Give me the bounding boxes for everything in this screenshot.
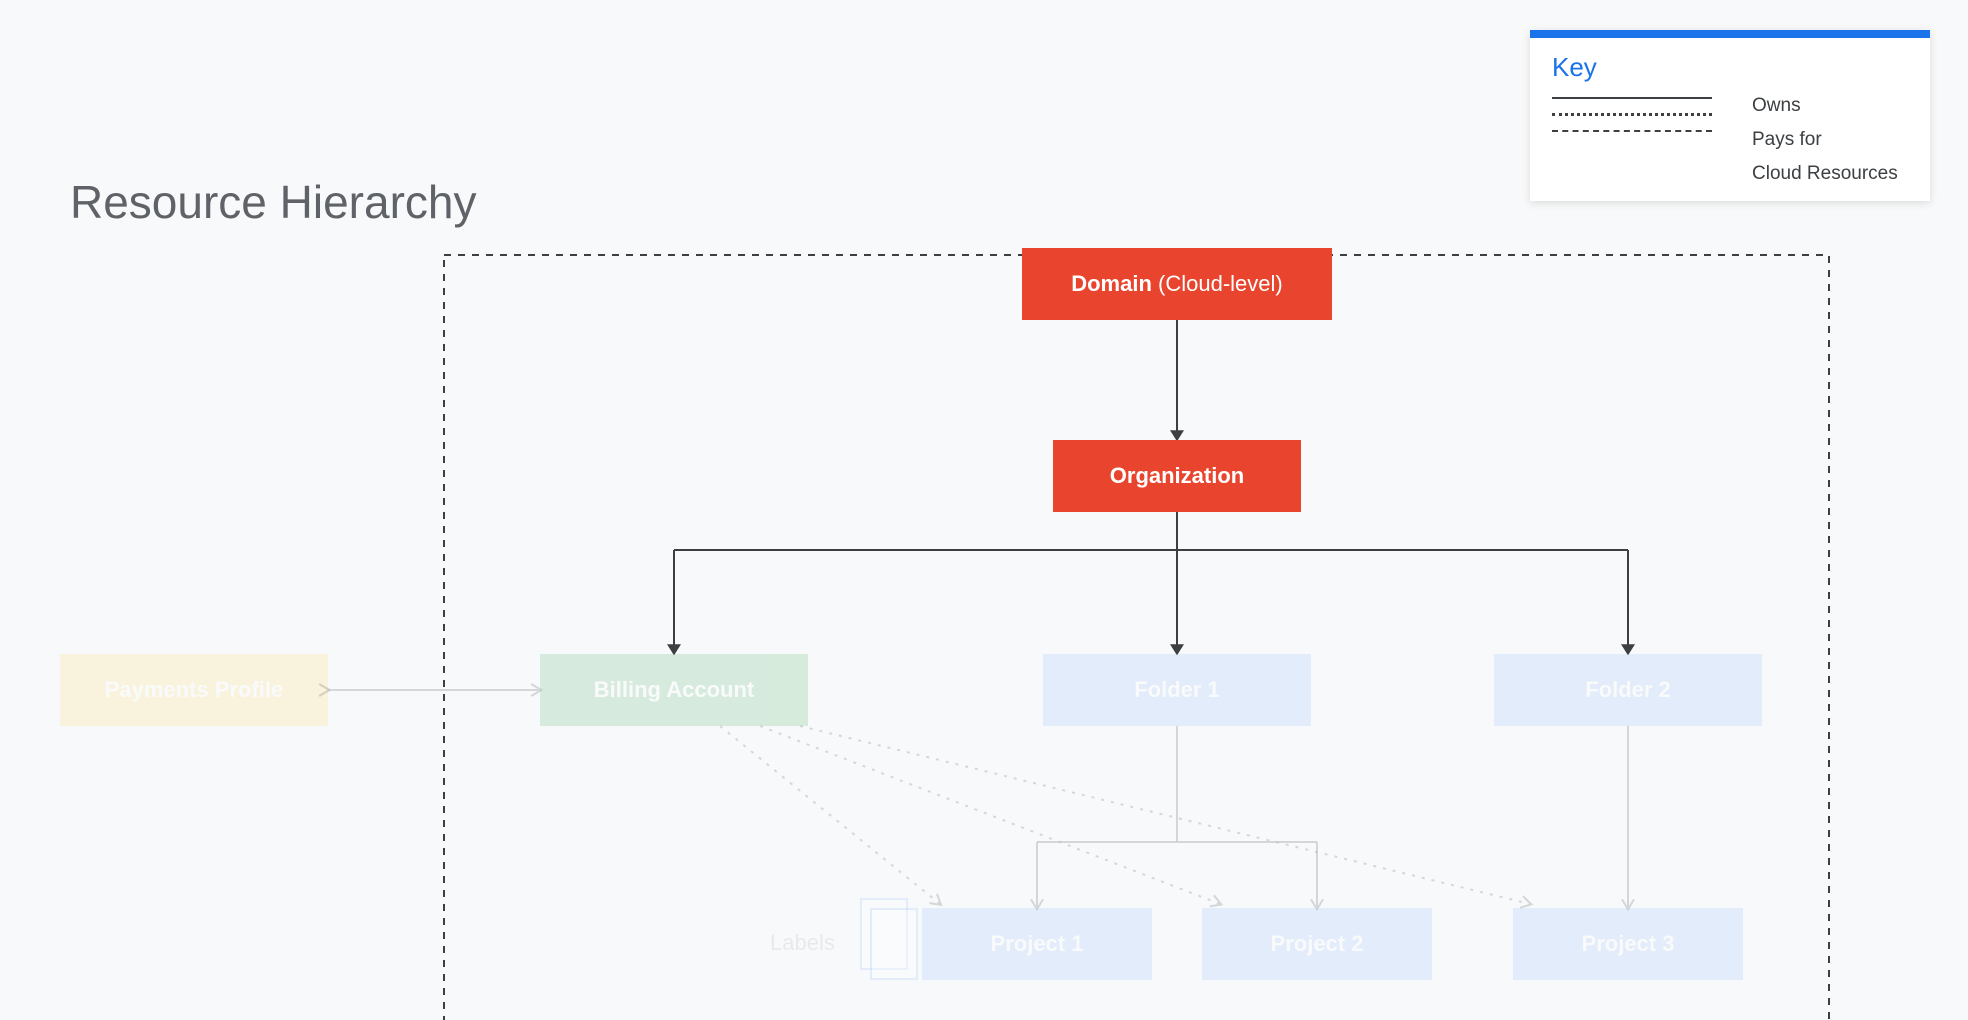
node-project-3: Project 3 [1513, 908, 1743, 980]
legend: Key Owns Pays for Cloud Resources [1530, 30, 1930, 201]
legend-accent-bar [1530, 30, 1930, 38]
node-folder-1: Folder 1 [1043, 654, 1311, 726]
labels-stack-card [870, 908, 918, 980]
legend-label-owns: Owns [1752, 94, 1898, 118]
node-project-2: Project 2 [1202, 908, 1432, 980]
node-domain: Domain (Cloud-level) [1022, 248, 1332, 320]
diagram-canvas: Resource Hierarchy Key Owns Pays for Clo… [0, 0, 1968, 1020]
labels-stack-text: Labels [770, 930, 835, 956]
page-title: Resource Hierarchy [70, 175, 476, 229]
legend-sample-solid [1552, 97, 1712, 99]
legend-sample-dotted [1552, 113, 1712, 116]
legend-label-cloud: Cloud Resources [1752, 162, 1898, 186]
legend-sample-dashed [1552, 130, 1712, 132]
node-project-1: Project 1 [922, 908, 1152, 980]
legend-label-pays: Pays for [1752, 128, 1898, 152]
node-organization: Organization [1053, 440, 1301, 512]
node-billing-account: Billing Account [540, 654, 808, 726]
legend-title: Key [1552, 52, 1722, 83]
node-folder-2: Folder 2 [1494, 654, 1762, 726]
node-payments-profile: Payments Profile [60, 654, 328, 726]
